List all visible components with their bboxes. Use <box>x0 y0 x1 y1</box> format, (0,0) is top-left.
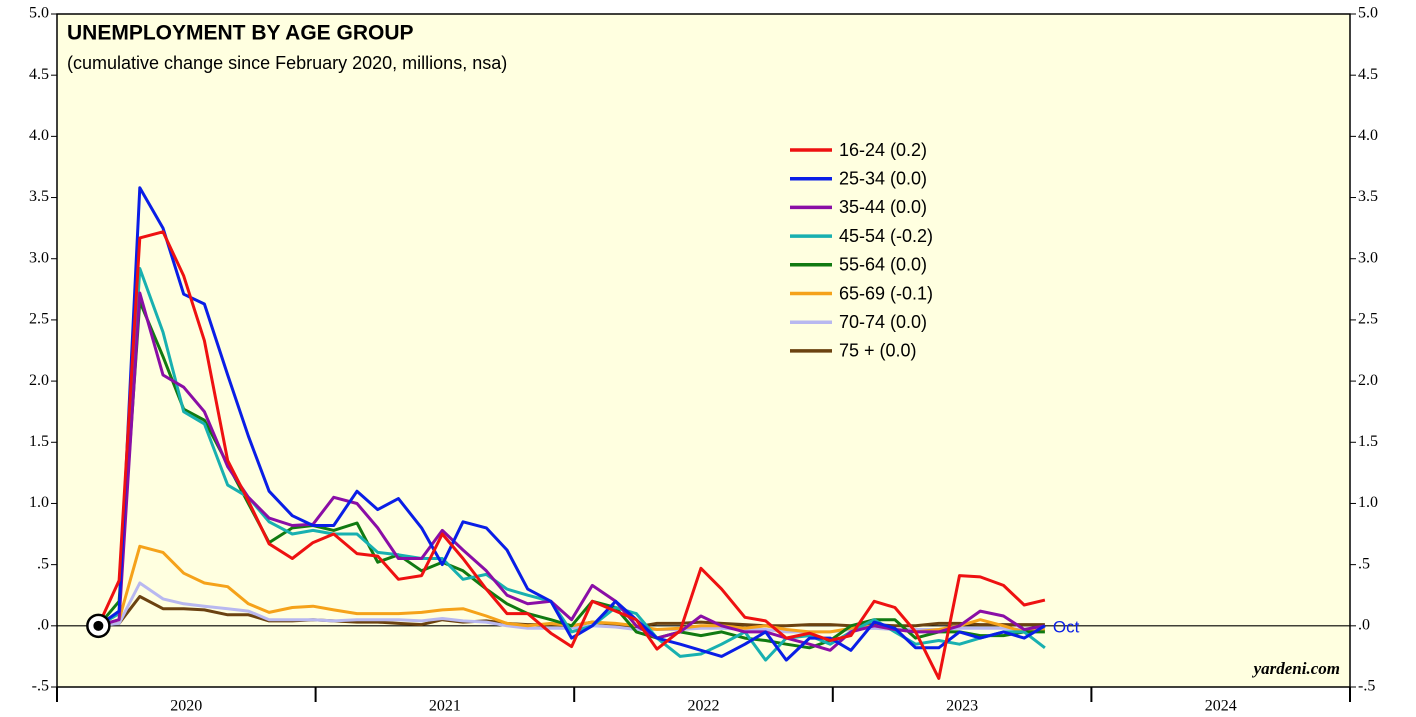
y-tick-label: 3.5 <box>29 188 49 205</box>
legend-label: 16-24 (0.2) <box>839 140 927 160</box>
x-tick-label: 2021 <box>429 698 461 715</box>
y-tick-label: 5.0 <box>29 5 49 22</box>
y-tick-label: 5.0 <box>1358 5 1378 22</box>
y-tick-label: 3.0 <box>29 249 49 266</box>
y-tick-label: .5 <box>1358 555 1370 572</box>
legend-label: 75 + (0.0) <box>839 341 917 361</box>
x-tick-label: 2022 <box>688 698 720 715</box>
source-note: yardeni.com <box>1252 659 1340 678</box>
end-annotation: Oct <box>1053 617 1080 636</box>
legend-label: 35-44 (0.0) <box>839 197 927 217</box>
x-tick-label: 2020 <box>170 698 202 715</box>
y-tick-label: 2.5 <box>1358 311 1378 328</box>
y-tick-label: 3.0 <box>1358 249 1378 266</box>
start-marker-dot <box>93 620 104 631</box>
y-tick-label: 4.0 <box>29 127 49 144</box>
plot-frame <box>56 13 1351 688</box>
plot-background <box>57 14 1350 687</box>
y-tick-label: .0 <box>1358 616 1370 633</box>
y-tick-label: 4.5 <box>1358 66 1378 83</box>
y-tick-label: 2.0 <box>29 372 49 389</box>
legend-label: 70-74 (0.0) <box>839 312 927 332</box>
legend-label: 55-64 (0.0) <box>839 255 927 275</box>
series-line <box>97 230 1046 680</box>
y-tick-label: 1.0 <box>1358 494 1378 511</box>
y-tick-label: .0 <box>37 616 49 633</box>
y-tick-label: 1.5 <box>1358 433 1378 450</box>
x-tick-label: 2023 <box>946 698 978 715</box>
legend-label: 25-34 (0.0) <box>839 168 927 188</box>
y-tick-label: 4.5 <box>29 66 49 83</box>
y-tick-label: -.5 <box>32 678 49 695</box>
legend-label: 65-69 (-0.1) <box>839 283 933 303</box>
y-tick-label: 3.5 <box>1358 188 1378 205</box>
y-tick-label: 2.0 <box>1358 372 1378 389</box>
chart-title: UNEMPLOYMENT BY AGE GROUP <box>67 22 414 45</box>
chart-subtitle: (cumulative change since February 2020, … <box>67 53 507 73</box>
y-tick-label: .5 <box>37 555 49 572</box>
x-tick-label: 2024 <box>1205 698 1237 715</box>
y-tick-label: 4.0 <box>1358 127 1378 144</box>
y-tick-label: 1.0 <box>29 494 49 511</box>
series-line <box>97 291 1046 652</box>
y-tick-label: 2.5 <box>29 311 49 328</box>
series-line <box>97 186 1046 662</box>
y-tick-label: 1.5 <box>29 433 49 450</box>
y-tick-label: -.5 <box>1358 678 1375 695</box>
legend-label: 45-54 (-0.2) <box>839 226 933 246</box>
